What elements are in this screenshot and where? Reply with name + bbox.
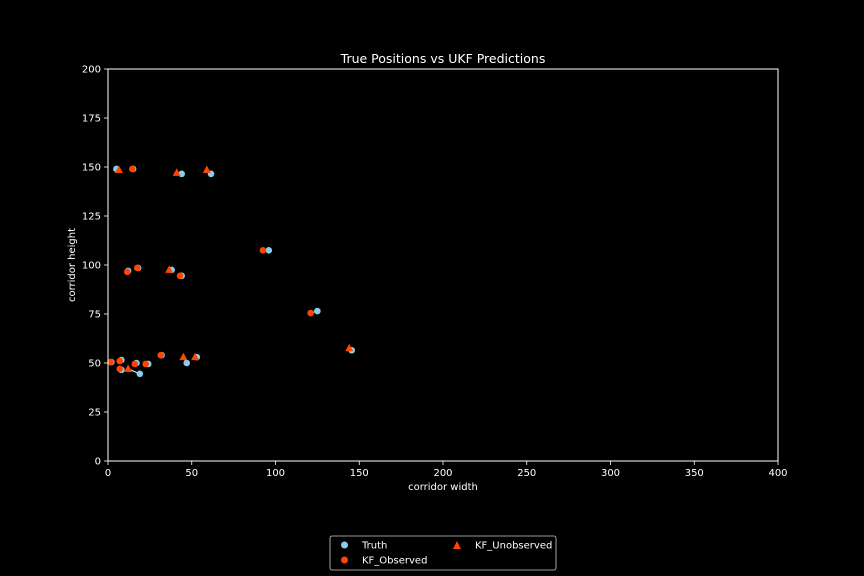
data-points (107, 165, 356, 378)
y-axis-label: corridor height (67, 228, 78, 302)
truth-point (136, 370, 144, 378)
kf-unobserved-point (172, 168, 181, 176)
y-axis-ticks: 0 25 50 75 100 125 150 175 200 (82, 65, 108, 468)
x-tick-label: 100 (266, 468, 285, 479)
kf-unobserved-point (345, 343, 354, 352)
kf-observed-point (259, 247, 267, 254)
kf-observed-point (116, 357, 124, 365)
kf-observed-point (157, 351, 165, 359)
truth-point (183, 359, 191, 367)
legend-frame (329, 535, 557, 571)
legend: Truth KF_Observed KF_Unobserved (329, 535, 557, 571)
legend-observed-marker (341, 556, 348, 564)
y-tick-label: 125 (82, 212, 101, 223)
y-tick-label: 100 (82, 261, 101, 272)
legend-unobserved-label: KF_Unobserved (475, 541, 552, 552)
legend-observed-label: KF_Observed (362, 556, 427, 567)
legend-truth-label: Truth (361, 541, 387, 552)
kf-unobserved-point (114, 165, 123, 173)
legend-truth-marker (341, 541, 348, 549)
kf-observed-point (134, 264, 141, 272)
y-tick-label: 150 (82, 163, 101, 174)
kf-unobserved-point (165, 265, 174, 273)
kf-observed-point (107, 358, 114, 366)
y-tick-label: 50 (88, 359, 101, 370)
kf-unobserved-point (202, 165, 211, 173)
chart-title: True Positions vs UKF Predictions (340, 51, 546, 66)
x-tick-label: 200 (433, 468, 452, 479)
x-tick-label: 400 (768, 468, 787, 479)
kf-observed-point (116, 365, 124, 373)
x-tick-label: 250 (517, 468, 536, 479)
x-axis-ticks: 0 50 100 150 200 250 300 350 400 (105, 461, 788, 479)
y-tick-label: 175 (82, 114, 101, 125)
kf-unobserved-point (179, 352, 188, 361)
x-tick-label: 150 (350, 468, 369, 479)
truth-point (314, 307, 321, 315)
x-tick-label: 0 (105, 468, 111, 479)
kf-observed-point (123, 268, 131, 276)
y-tick-label: 25 (88, 408, 101, 419)
kf-observed-point (142, 360, 149, 368)
truth-point (265, 247, 273, 254)
legend-unobserved-marker (453, 541, 461, 549)
y-tick-label: 200 (82, 65, 101, 76)
x-tick-label: 300 (601, 468, 620, 479)
x-axis-label: corridor width (408, 482, 478, 493)
x-tick-label: 50 (185, 468, 198, 479)
kf-unobserved-point (124, 364, 133, 372)
x-tick-label: 350 (685, 468, 704, 479)
kf-observed-point (131, 360, 139, 368)
kf-unobserved-point (191, 352, 200, 361)
kf-observed-point (128, 165, 136, 173)
kf-observed-point (176, 272, 184, 280)
y-tick-label: 75 (88, 310, 101, 321)
y-tick-label: 0 (95, 457, 101, 468)
kf-observed-point (307, 309, 314, 317)
